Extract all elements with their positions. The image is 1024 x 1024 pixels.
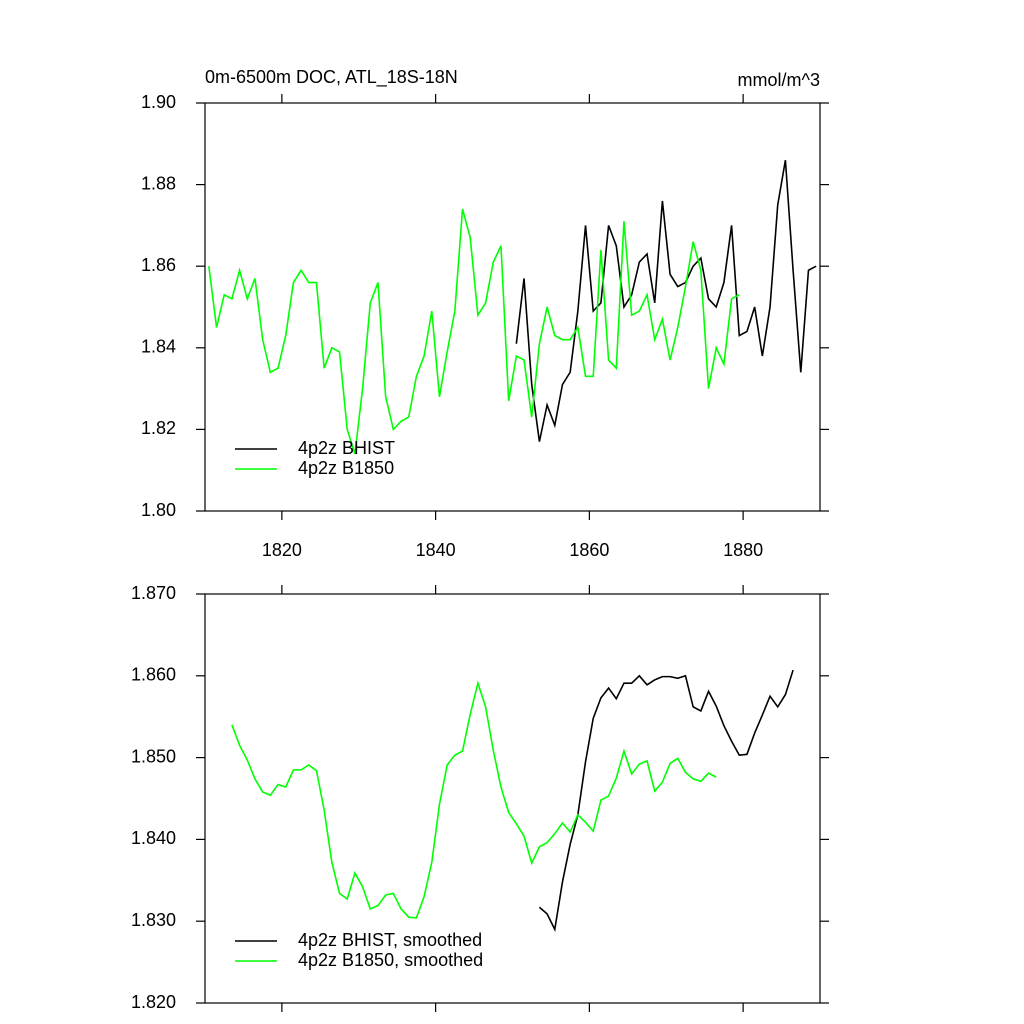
plot-frame [204, 102, 821, 512]
series-line [231, 680, 717, 919]
y-tick-label: 1.80 [141, 500, 176, 520]
y-tick-label: 1.860 [131, 665, 176, 685]
y-tick-label: 1.850 [131, 746, 176, 766]
y-tick-label: 1.870 [131, 583, 176, 603]
x-tick-label: 1820 [262, 540, 302, 560]
x-tick-label: 1860 [569, 540, 609, 560]
series-line [538, 669, 794, 932]
series-line [515, 159, 817, 442]
plot-frame [204, 593, 821, 1004]
legend-label: 4p2z BHIST [298, 438, 395, 458]
y-tick-label: 1.88 [141, 173, 176, 193]
y-tick-label: 1.820 [131, 992, 176, 1012]
y-tick-label: 1.84 [141, 337, 176, 357]
legend-label: 4p2z B1850, smoothed [298, 950, 483, 970]
y-tick-label: 1.830 [131, 910, 176, 930]
y-tick-label: 1.86 [141, 255, 176, 275]
series-line [208, 208, 740, 455]
chart-title: 0m-6500m DOC, ATL_18S-18N [205, 67, 458, 88]
legend-label: 4p2z B1850 [298, 458, 394, 478]
y-tick-label: 1.82 [141, 418, 176, 438]
x-tick-label: 1840 [416, 540, 456, 560]
y-tick-label: 1.90 [141, 92, 176, 112]
legend-label: 4p2z BHIST, smoothed [298, 930, 482, 950]
units-label: mmol/m^3 [738, 70, 820, 90]
y-tick-label: 1.840 [131, 828, 176, 848]
x-tick-label: 1880 [723, 540, 763, 560]
